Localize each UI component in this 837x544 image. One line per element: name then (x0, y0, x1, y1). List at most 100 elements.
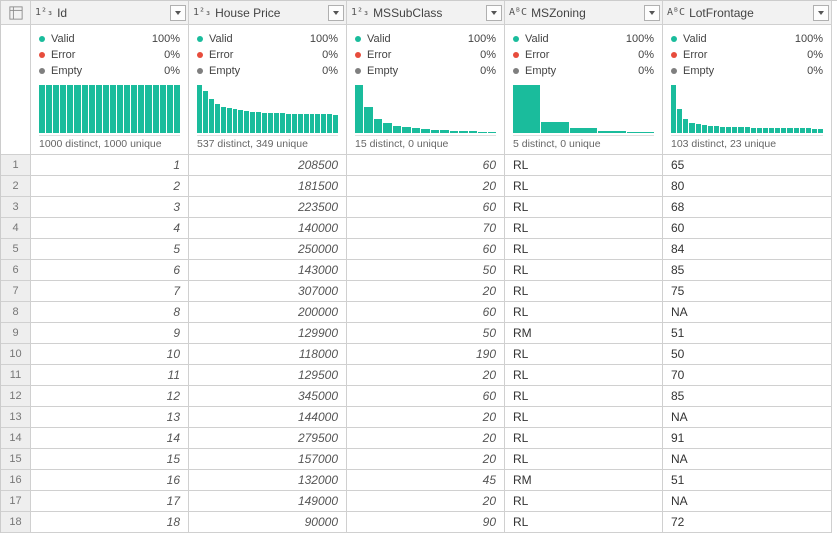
data-cell[interactable]: 50 (347, 323, 505, 344)
data-cell[interactable]: RL (505, 302, 663, 323)
data-cell[interactable]: 208500 (189, 155, 347, 176)
data-cell[interactable]: RM (505, 323, 663, 344)
data-cell[interactable]: RL (505, 239, 663, 260)
data-cell[interactable]: 149000 (189, 491, 347, 512)
data-cell[interactable]: RL (505, 491, 663, 512)
data-cell[interactable]: 140000 (189, 218, 347, 239)
data-cell[interactable]: 129500 (189, 365, 347, 386)
data-cell[interactable]: 70 (347, 218, 505, 239)
data-cell[interactable]: RL (505, 218, 663, 239)
row-number[interactable]: 3 (1, 197, 31, 218)
data-cell[interactable]: 132000 (189, 470, 347, 491)
data-cell[interactable]: RL (505, 512, 663, 533)
column-header[interactable]: 1²₃Id (31, 1, 189, 25)
data-cell[interactable]: 181500 (189, 176, 347, 197)
data-cell[interactable]: RL (505, 407, 663, 428)
data-cell[interactable]: 18 (31, 512, 189, 533)
data-cell[interactable]: 60 (347, 386, 505, 407)
filter-dropdown[interactable] (328, 5, 344, 21)
data-cell[interactable]: RL (505, 365, 663, 386)
data-cell[interactable]: 1 (31, 155, 189, 176)
data-cell[interactable]: 7 (31, 281, 189, 302)
data-cell[interactable]: 2 (31, 176, 189, 197)
data-cell[interactable]: 17 (31, 491, 189, 512)
row-number[interactable]: 5 (1, 239, 31, 260)
data-cell[interactable]: 8 (31, 302, 189, 323)
data-cell[interactable]: 190 (347, 344, 505, 365)
data-cell[interactable]: 90 (347, 512, 505, 533)
data-cell[interactable]: RL (505, 449, 663, 470)
filter-dropdown[interactable] (813, 5, 829, 21)
row-number[interactable]: 9 (1, 323, 31, 344)
data-cell[interactable]: 223500 (189, 197, 347, 218)
row-number[interactable]: 11 (1, 365, 31, 386)
filter-dropdown[interactable] (486, 5, 502, 21)
data-cell[interactable]: 10 (31, 344, 189, 365)
data-cell[interactable]: 11 (31, 365, 189, 386)
data-cell[interactable]: 85 (663, 260, 832, 281)
table-icon-corner[interactable] (1, 1, 31, 25)
row-number[interactable]: 7 (1, 281, 31, 302)
data-cell[interactable]: 85 (663, 386, 832, 407)
data-cell[interactable]: RL (505, 428, 663, 449)
data-cell[interactable]: 50 (347, 260, 505, 281)
data-cell[interactable]: RL (505, 155, 663, 176)
row-number[interactable]: 4 (1, 218, 31, 239)
data-cell[interactable]: 129900 (189, 323, 347, 344)
filter-dropdown[interactable] (170, 5, 186, 21)
data-cell[interactable]: 143000 (189, 260, 347, 281)
data-cell[interactable]: RL (505, 197, 663, 218)
data-cell[interactable]: 16 (31, 470, 189, 491)
row-number[interactable]: 10 (1, 344, 31, 365)
data-cell[interactable]: 45 (347, 470, 505, 491)
data-cell[interactable]: NA (663, 302, 832, 323)
row-number[interactable]: 1 (1, 155, 31, 176)
data-cell[interactable]: 20 (347, 365, 505, 386)
data-cell[interactable]: 12 (31, 386, 189, 407)
row-number[interactable]: 13 (1, 407, 31, 428)
data-cell[interactable]: 144000 (189, 407, 347, 428)
data-cell[interactable]: 20 (347, 176, 505, 197)
column-header[interactable]: AᴮCLotFrontage (663, 1, 832, 25)
data-cell[interactable]: 90000 (189, 512, 347, 533)
data-cell[interactable]: 84 (663, 239, 832, 260)
data-cell[interactable]: NA (663, 491, 832, 512)
data-cell[interactable]: 51 (663, 470, 832, 491)
data-cell[interactable]: 75 (663, 281, 832, 302)
column-header[interactable]: 1²₃House Price (189, 1, 347, 25)
data-cell[interactable]: 91 (663, 428, 832, 449)
data-cell[interactable]: 60 (347, 197, 505, 218)
data-cell[interactable]: RL (505, 281, 663, 302)
data-cell[interactable]: 200000 (189, 302, 347, 323)
data-cell[interactable]: RL (505, 386, 663, 407)
data-cell[interactable]: 20 (347, 407, 505, 428)
data-cell[interactable]: 118000 (189, 344, 347, 365)
data-cell[interactable]: 4 (31, 218, 189, 239)
data-cell[interactable]: 9 (31, 323, 189, 344)
data-cell[interactable]: 15 (31, 449, 189, 470)
column-header[interactable]: AᴮCMSZoning (505, 1, 663, 25)
row-number[interactable]: 14 (1, 428, 31, 449)
row-number[interactable]: 17 (1, 491, 31, 512)
data-cell[interactable]: 72 (663, 512, 832, 533)
row-number[interactable]: 6 (1, 260, 31, 281)
data-cell[interactable]: 70 (663, 365, 832, 386)
data-cell[interactable]: 80 (663, 176, 832, 197)
filter-dropdown[interactable] (644, 5, 660, 21)
row-number[interactable]: 16 (1, 470, 31, 491)
column-header[interactable]: 1²₃MSSubClass (347, 1, 505, 25)
row-number[interactable]: 15 (1, 449, 31, 470)
data-cell[interactable]: NA (663, 407, 832, 428)
data-cell[interactable]: 65 (663, 155, 832, 176)
row-number[interactable]: 2 (1, 176, 31, 197)
data-cell[interactable]: 3 (31, 197, 189, 218)
data-cell[interactable]: 14 (31, 428, 189, 449)
row-number[interactable]: 12 (1, 386, 31, 407)
data-cell[interactable]: 157000 (189, 449, 347, 470)
data-cell[interactable]: 60 (347, 239, 505, 260)
data-cell[interactable]: 51 (663, 323, 832, 344)
data-cell[interactable]: 20 (347, 281, 505, 302)
data-cell[interactable]: RM (505, 470, 663, 491)
data-cell[interactable]: 345000 (189, 386, 347, 407)
row-number[interactable]: 8 (1, 302, 31, 323)
